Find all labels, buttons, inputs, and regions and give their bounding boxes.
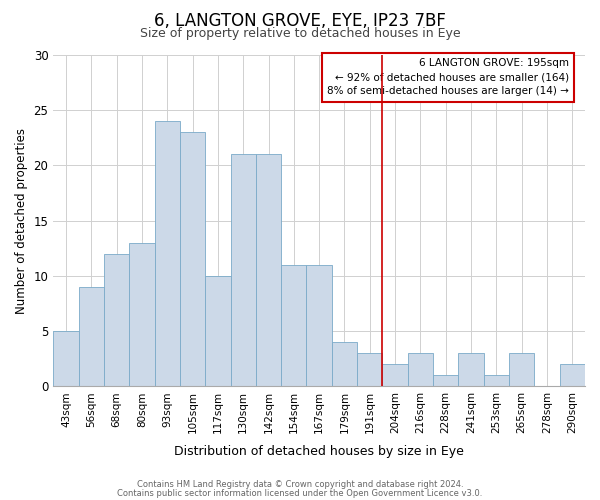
Bar [230,154,256,386]
Text: 6, LANGTON GROVE, EYE, IP23 7BF: 6, LANGTON GROVE, EYE, IP23 7BF [154,12,446,30]
Bar [332,342,357,386]
Bar [458,354,484,386]
Bar [205,276,230,386]
Bar [155,122,180,386]
Bar [180,132,205,386]
Y-axis label: Number of detached properties: Number of detached properties [15,128,28,314]
Text: 6 LANGTON GROVE: 195sqm
← 92% of detached houses are smaller (164)
8% of semi-de: 6 LANGTON GROVE: 195sqm ← 92% of detache… [327,58,569,96]
Bar [408,354,433,386]
Bar [53,331,79,386]
Bar [433,376,458,386]
Bar [104,254,129,386]
Bar [307,265,332,386]
Bar [382,364,408,386]
Text: Contains public sector information licensed under the Open Government Licence v3: Contains public sector information licen… [118,488,482,498]
Text: Contains HM Land Registry data © Crown copyright and database right 2024.: Contains HM Land Registry data © Crown c… [137,480,463,489]
Bar [256,154,281,386]
Bar [79,287,104,386]
Bar [484,376,509,386]
Bar [357,354,382,386]
X-axis label: Distribution of detached houses by size in Eye: Distribution of detached houses by size … [174,444,464,458]
Text: Size of property relative to detached houses in Eye: Size of property relative to detached ho… [140,28,460,40]
Bar [281,265,307,386]
Bar [560,364,585,386]
Bar [509,354,535,386]
Bar [129,243,155,386]
